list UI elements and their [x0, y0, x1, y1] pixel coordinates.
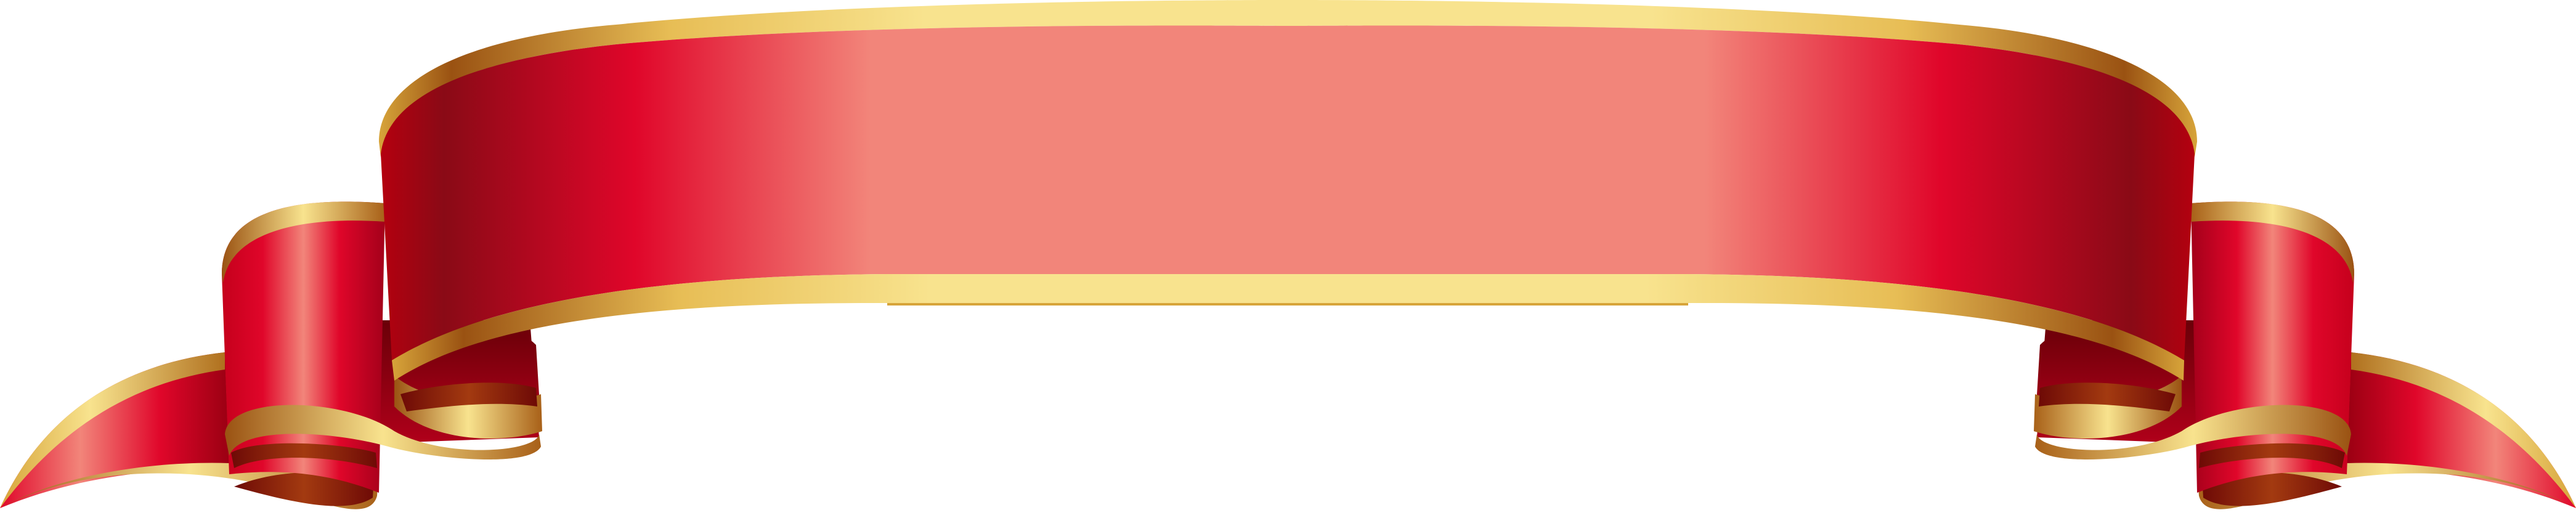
ribbon-main-band	[379, 0, 2197, 381]
